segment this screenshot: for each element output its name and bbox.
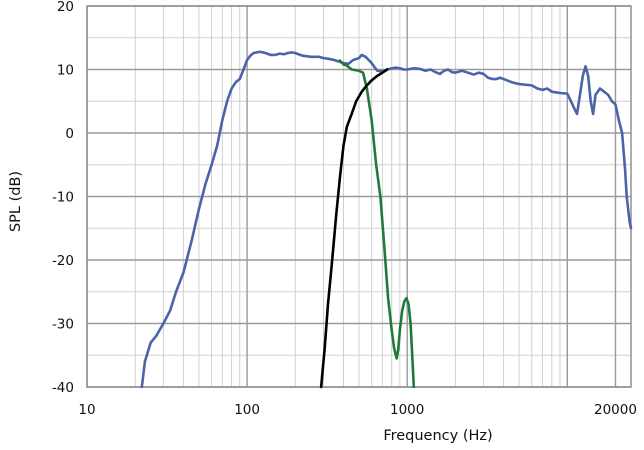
- y-tick-label: -20: [52, 253, 74, 269]
- x-tick-label: 100: [234, 402, 260, 418]
- y-tick-label: 0: [65, 126, 74, 142]
- y-tick-label: -10: [52, 190, 74, 206]
- series-line-3: [319, 68, 389, 389]
- series-line-1: [140, 50, 633, 389]
- x-axis-title: Frequency (Hz): [383, 428, 492, 444]
- series-lines: [140, 50, 633, 389]
- x-tick-label: 20000: [594, 402, 637, 418]
- y-tick-label: 10: [57, 63, 74, 79]
- y-tick-label: -30: [52, 317, 74, 333]
- x-tick-label: 1000: [390, 402, 424, 418]
- series-line-2: [338, 59, 416, 389]
- x-tick-label: 10: [78, 402, 95, 418]
- major-gridlines: [86, 5, 632, 388]
- y-tick-label: -40: [52, 380, 74, 396]
- y-axis-title: SPL (dB): [8, 171, 24, 232]
- plot-frame: [86, 5, 632, 388]
- y-tick-label: 20: [57, 0, 74, 15]
